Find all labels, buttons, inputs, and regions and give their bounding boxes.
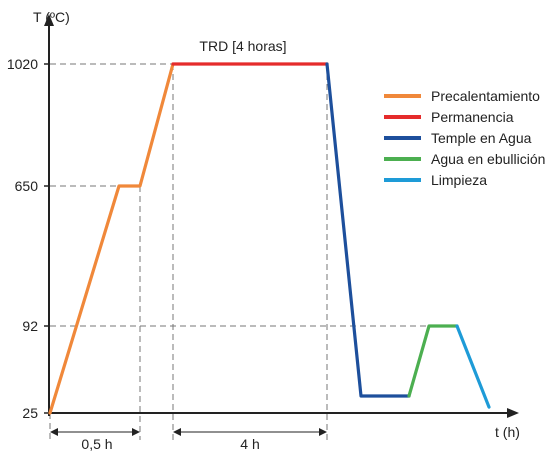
x-axis-label: t (h)	[495, 424, 520, 440]
legend: Precalentamiento Permanencia Temple en Agu…	[384, 88, 545, 188]
legend-label-3: Temple en Agua	[431, 130, 532, 146]
series-line-5	[455, 324, 491, 409]
axes: T (ºC) t (h)	[33, 9, 520, 440]
y-axis-arrow	[44, 14, 54, 26]
y-axis-label: T (ºC)	[33, 9, 70, 25]
series-lines	[48, 62, 491, 415]
dim-label-preheat: 0,5 h	[81, 436, 112, 452]
y-tick-label-1020: 1020	[7, 56, 38, 72]
dim-arrow-hold-left	[173, 428, 181, 436]
annotations: TRD [4 horas] 0,5 h 4 h	[50, 38, 327, 452]
plateau-label: TRD [4 horas]	[199, 38, 286, 54]
dim-arrow-preheat-left	[50, 428, 58, 436]
y-tick-labels: 1020 650 92 25	[7, 56, 49, 421]
legend-label-4: Agua en ebullición	[431, 151, 545, 167]
legend-label-2: Permanencia	[431, 109, 514, 125]
y-tick-label-92: 92	[22, 318, 38, 334]
y-tick-label-25: 25	[22, 405, 38, 421]
dim-arrow-preheat-right	[132, 428, 140, 436]
dim-label-hold: 4 h	[240, 436, 259, 452]
series-line-3	[325, 62, 411, 398]
guide-lines	[49, 63, 429, 440]
series-line-1	[48, 62, 175, 415]
series-line-4	[407, 324, 459, 398]
dim-arrow-hold-right	[319, 428, 327, 436]
legend-label-5: Limpieza	[431, 172, 487, 188]
x-axis-arrow	[507, 408, 519, 418]
legend-label-1: Precalentamiento	[431, 88, 540, 104]
y-tick-label-650: 650	[15, 178, 39, 194]
